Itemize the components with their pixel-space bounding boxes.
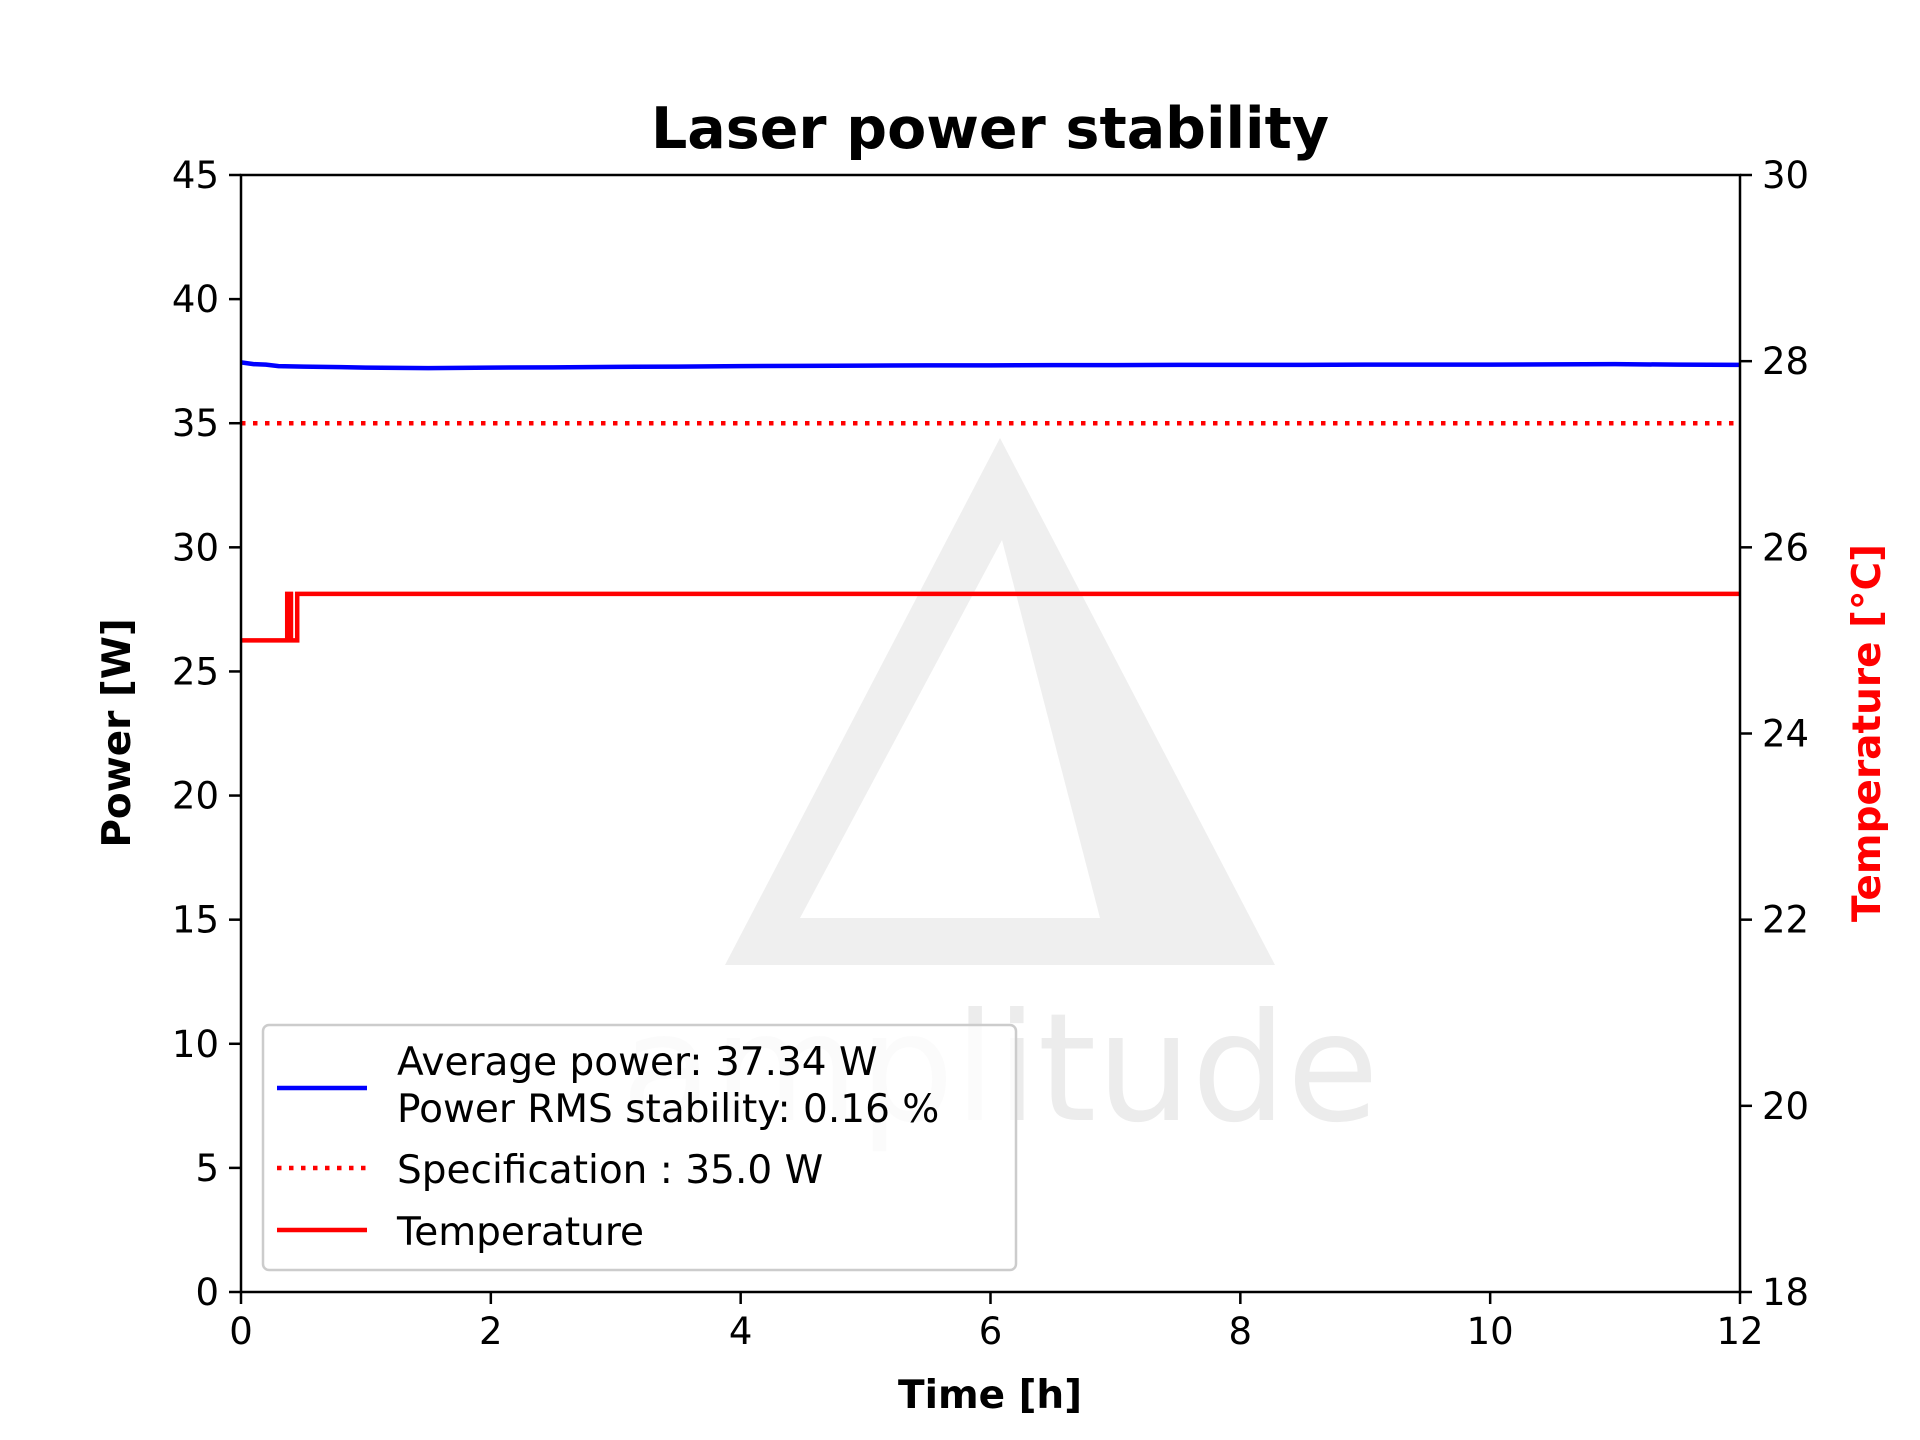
series-line-temperature xyxy=(241,591,1740,643)
y-tick-label: 25 xyxy=(172,650,219,693)
legend-label-average-power: Average power: 37.34 W xyxy=(397,1040,878,1085)
x-tick-label: 6 xyxy=(979,1310,1003,1353)
x-tick-label: 0 xyxy=(229,1310,253,1353)
chart-title: Laser power stability xyxy=(651,96,1329,162)
y2-tick-label: 22 xyxy=(1762,899,1809,942)
y-tick-label: 20 xyxy=(172,775,219,818)
y2-tick-label: 30 xyxy=(1762,154,1809,197)
x-tick-label: 10 xyxy=(1467,1310,1514,1353)
x-tick-label: 2 xyxy=(479,1310,503,1353)
watermark-logo-icon xyxy=(725,438,1275,965)
legend-label-specification: Specification : 35.0 W xyxy=(397,1148,823,1193)
plot-frame xyxy=(239,173,1742,1294)
legend-label-temperature: Temperature xyxy=(396,1210,644,1255)
y-tick-label: 10 xyxy=(172,1023,219,1066)
legend-box xyxy=(261,1023,1018,1272)
legend-label-rms-stability: Power RMS stability: 0.16 % xyxy=(397,1087,939,1132)
y2-tick-label: 20 xyxy=(1762,1085,1809,1128)
x-tick-label: 8 xyxy=(1229,1310,1253,1353)
y2-tick-label: 26 xyxy=(1762,526,1809,569)
y2-tick-label: 28 xyxy=(1762,340,1809,383)
y2-tick-label: 24 xyxy=(1762,713,1809,756)
y2-tick-label: 18 xyxy=(1762,1271,1809,1314)
y-tick-label: 35 xyxy=(172,402,219,445)
y-tick-label: 40 xyxy=(172,278,219,321)
y-tick-label: 5 xyxy=(195,1147,219,1190)
y-tick-label: 15 xyxy=(172,899,219,942)
y-tick-label: 30 xyxy=(172,526,219,569)
x-tick-label: 12 xyxy=(1716,1310,1763,1353)
legend: Average power: 37.34 W Power RMS stabili… xyxy=(261,1023,1018,1272)
x-axis-label: Time [h] xyxy=(898,1373,1082,1418)
ticks-layer: 0 2 4 6 8 10 120510152025303540451820222426283… xyxy=(172,154,1809,1353)
y-axis-label: Power [W] xyxy=(95,618,140,847)
series-layer xyxy=(240,360,1741,643)
series-line-average-power xyxy=(240,360,1741,371)
y-tick-label: 0 xyxy=(195,1271,219,1314)
y2-axis-label: Temperature [°C] xyxy=(1845,544,1890,922)
x-tick-label: 4 xyxy=(729,1310,753,1353)
y-tick-label: 45 xyxy=(172,154,219,197)
